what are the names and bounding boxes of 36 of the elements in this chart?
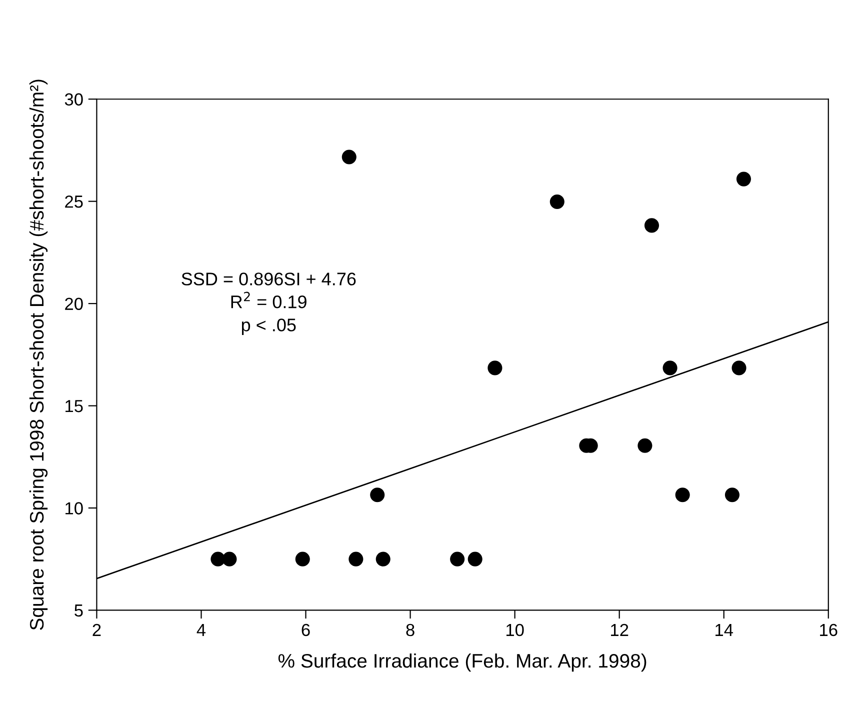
- x-tick-label: 4: [196, 624, 206, 636]
- x-tick-label: 12: [611, 624, 628, 636]
- point: [550, 194, 564, 210]
- y-tick-label: 10: [66, 502, 83, 514]
- x-tick-label: 2: [92, 624, 101, 636]
- point: [342, 150, 356, 164]
- point: [376, 552, 390, 566]
- y-tick-label: 5: [74, 604, 83, 617]
- point: [724, 488, 740, 502]
- y-tick-label: 15: [66, 400, 83, 412]
- y-axis-title: Square root Spring 1998 Short-shoot Density (#short-shoots/m²): [29, 80, 48, 630]
- x-tick-label: 16: [820, 624, 838, 636]
- point: [348, 552, 364, 566]
- x-tick-label: 8: [406, 624, 414, 636]
- point: [638, 438, 652, 453]
- x-tick-label: 10: [506, 624, 524, 636]
- annotation: p < .05: [242, 318, 296, 335]
- x-axis-title: % Surface Irradiance (Feb. Mar. Apr. 1998): [278, 653, 646, 672]
- point: [732, 360, 746, 376]
- point: [222, 552, 237, 566]
- y-tick-label: 30: [64, 93, 83, 106]
- point: [644, 218, 660, 233]
- point: [295, 552, 310, 566]
- x-tick-label: 6: [302, 624, 310, 636]
- y-tick-label: 25: [65, 196, 83, 208]
- annotation: R$^{2}$ = 0.19: [231, 292, 306, 308]
- annotation: SSD = 0.896SI + 4.76: [182, 272, 356, 286]
- point: [736, 172, 752, 186]
- y-tick-label: 20: [65, 298, 83, 310]
- point: [662, 360, 678, 376]
- point: [488, 360, 502, 376]
- point: [370, 488, 385, 502]
- x-tick-label: 14: [716, 624, 734, 636]
- point: [468, 552, 482, 566]
- point: [675, 488, 690, 502]
- point: [450, 552, 465, 566]
